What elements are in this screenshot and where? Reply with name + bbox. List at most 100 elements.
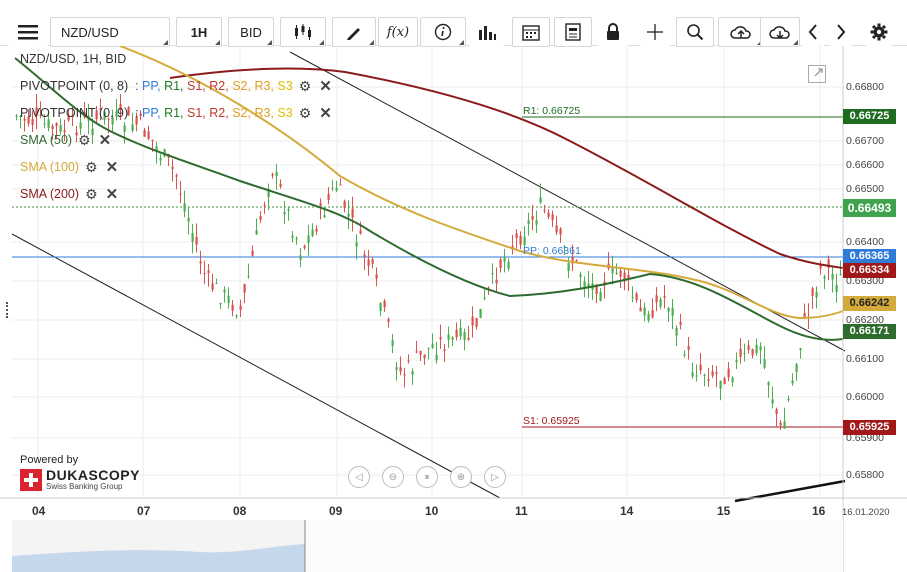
remove-x-icon[interactable]: ✕ xyxy=(319,78,332,95)
nav-left-button[interactable]: ◁ xyxy=(348,466,370,488)
time-label: 14 xyxy=(620,504,634,518)
candle-body xyxy=(759,346,762,351)
indicators-button[interactable]: f(x) xyxy=(378,17,418,47)
remove-x-icon[interactable]: ✕ xyxy=(105,159,119,176)
legend-pivot-2[interactable]: PIVOTPOINT (0, 9) : PP, R1, S1, R2, S2, … xyxy=(20,100,332,127)
navigator-window[interactable] xyxy=(305,520,843,572)
settings-button[interactable] xyxy=(866,17,892,47)
reset-zoom-button[interactable]: ⏸ xyxy=(416,466,438,488)
candle-body xyxy=(515,233,518,238)
candle-body xyxy=(307,235,310,243)
candle-body xyxy=(771,399,774,404)
candle-body xyxy=(67,115,70,121)
candle-body xyxy=(531,216,534,220)
legend-pivot-1[interactable]: PIVOTPOINT (0, 8) : PP, R1, S1, R2, S2, … xyxy=(20,73,332,100)
chart-legend: NZD/USD, 1H, BID PIVOTPOINT (0, 8) : PP,… xyxy=(20,46,332,208)
crosshair-button[interactable] xyxy=(640,17,670,47)
resize-handle[interactable] xyxy=(6,302,10,318)
remove-x-icon[interactable]: ✕ xyxy=(105,186,119,203)
candle-body xyxy=(363,254,366,257)
candle-body xyxy=(315,228,318,232)
candle-body xyxy=(467,337,470,340)
candle-body xyxy=(255,230,258,235)
indicator-name: SMA (200) xyxy=(20,187,80,201)
candle-body xyxy=(543,210,546,212)
nav-right-button[interactable]: ▷ xyxy=(484,466,506,488)
candle-body xyxy=(43,123,46,125)
candle-body xyxy=(279,183,282,187)
symbol-selector[interactable]: NZD/USD xyxy=(50,17,170,47)
candle-body xyxy=(743,353,746,355)
r3-key: R3, xyxy=(254,106,274,120)
volume-button[interactable] xyxy=(470,17,504,47)
remove-x-icon[interactable]: ✕ xyxy=(319,105,332,122)
candle-body xyxy=(727,368,730,378)
r1-annotation: R1: 0.66725 xyxy=(523,105,581,117)
candle-body xyxy=(287,209,290,211)
candle-body xyxy=(527,220,530,225)
candle-body xyxy=(611,267,614,274)
settings-gear-icon[interactable]: ⚙ xyxy=(85,159,98,175)
zoom-in-button[interactable]: ⊕ xyxy=(450,466,472,488)
zoom-button[interactable] xyxy=(676,17,714,47)
zoom-out-button[interactable]: ⊖ xyxy=(382,466,404,488)
candle-body xyxy=(579,274,582,278)
candle-body xyxy=(199,261,202,264)
time-label: 09 xyxy=(329,504,343,518)
menu-button[interactable] xyxy=(8,17,48,47)
settings-gear-icon[interactable]: ⚙ xyxy=(78,132,91,148)
price-chart[interactable] xyxy=(0,46,907,572)
candle-body xyxy=(535,220,538,225)
settings-gear-icon[interactable]: ⚙ xyxy=(298,78,312,94)
scroll-right-button[interactable] xyxy=(830,17,852,47)
candle-body xyxy=(395,367,398,371)
chart-area[interactable]: 0.66800 0.66700 0.66600 0.66500 0.66400 … xyxy=(0,46,907,572)
candle-body xyxy=(587,283,590,289)
candle-body xyxy=(483,297,486,299)
drawing-tools-button[interactable] xyxy=(332,17,376,47)
candle-body xyxy=(71,115,74,117)
sma-50-line xyxy=(14,57,844,341)
candle-body xyxy=(215,282,218,284)
lock-icon xyxy=(607,23,619,40)
download-button[interactable] xyxy=(760,17,800,47)
settings-gear-icon[interactable]: ⚙ xyxy=(85,186,98,202)
candle-body xyxy=(775,408,778,414)
crosshair-icon xyxy=(647,24,663,40)
news-button[interactable] xyxy=(554,17,592,47)
candle-body xyxy=(659,299,662,307)
candle-body xyxy=(351,208,354,218)
candle-body xyxy=(811,288,814,296)
candle-body xyxy=(559,228,562,235)
info-button[interactable] xyxy=(420,17,466,47)
upload-button[interactable] xyxy=(718,17,764,47)
candle-body xyxy=(283,212,286,215)
popout-button[interactable] xyxy=(808,65,826,83)
symbol-label: NZD/USD xyxy=(61,24,119,40)
chart-type-button[interactable] xyxy=(280,17,326,47)
price-type-selector[interactable]: BID xyxy=(228,17,274,47)
candle-body xyxy=(747,345,750,350)
scroll-left-button[interactable] xyxy=(802,17,824,47)
channel-lower-line[interactable] xyxy=(11,233,501,499)
legend-sma-50[interactable]: SMA (50) ⚙ ✕ xyxy=(20,127,332,154)
settings-gear-icon[interactable]: ⚙ xyxy=(298,105,312,121)
legend-sma-100[interactable]: SMA (100) ⚙ ✕ xyxy=(20,154,332,181)
calendar-button[interactable] xyxy=(512,17,550,47)
candle-body xyxy=(675,327,678,336)
candle-body xyxy=(831,273,834,280)
candle-body xyxy=(183,203,186,212)
s2-key: S2, xyxy=(232,106,251,120)
candle-body xyxy=(127,107,130,116)
candle-body xyxy=(31,118,34,126)
price-label: 0.66300 xyxy=(846,275,884,287)
candle-body xyxy=(19,116,22,118)
magnifier-icon xyxy=(687,24,704,41)
lock-button[interactable] xyxy=(598,17,628,47)
timeframe-selector[interactable]: 1H xyxy=(176,17,222,47)
sma200-price-tag: 0.66334 xyxy=(843,263,896,278)
legend-sma-200[interactable]: SMA (200) ⚙ ✕ xyxy=(20,181,332,208)
candle-body xyxy=(475,318,478,327)
remove-x-icon[interactable]: ✕ xyxy=(98,132,112,149)
candle-body xyxy=(51,125,54,130)
